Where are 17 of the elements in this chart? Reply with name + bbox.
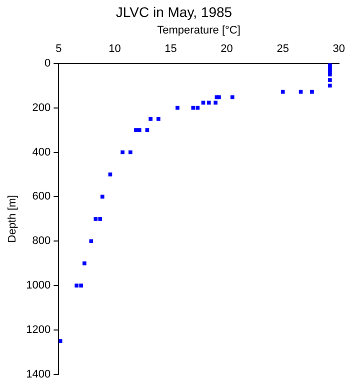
y-tick-label: 1000 [26, 280, 51, 292]
x-tick-label: 25 [276, 42, 289, 55]
x-axis-title: Temperature [°C] [157, 24, 240, 37]
y-axis-title: Depth [m] [6, 195, 19, 243]
x-tick-label: 5 [56, 42, 62, 55]
x-tick-label: 30 [332, 42, 346, 55]
x-tick-label: 15 [164, 42, 177, 55]
x-tick-label: 20 [220, 42, 233, 55]
y-tick-label: 1400 [26, 368, 51, 380]
y-tick-label: 400 [32, 146, 51, 158]
y-tick-label: 600 [32, 190, 51, 203]
chart-title: JLVC in May, 1985 [114, 4, 234, 20]
y-tick-label: 0 [44, 57, 51, 70]
x-tick-label: 10 [108, 42, 121, 55]
y-tick-label: 200 [32, 102, 51, 114]
y-tick-label: 800 [32, 235, 51, 248]
y-tick-label: 1200 [26, 324, 51, 336]
